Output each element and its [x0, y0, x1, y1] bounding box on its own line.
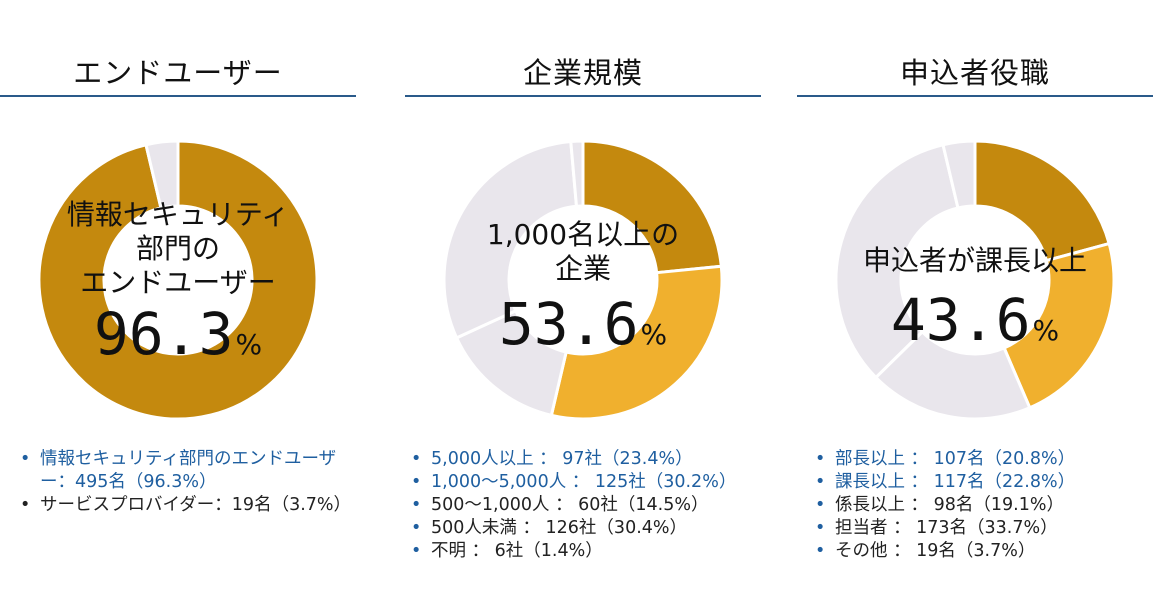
legend-item: 部長以上 ： 107名（20.8%）	[809, 448, 1149, 471]
title-divider	[405, 95, 761, 97]
legend-item: 5,000人以上 ： 97社（23.4%）	[405, 448, 761, 471]
legend-item: 不明 ： 6社（1.4%）	[405, 540, 761, 563]
donut-slice	[581, 139, 723, 275]
legend: 情報セキュリティ部門のエンドユーザー：495名（96.3%） サービスプロバイダ…	[14, 448, 351, 517]
donut-slice	[1002, 241, 1116, 410]
donut-slice	[37, 139, 319, 421]
title-divider	[797, 95, 1153, 97]
legend: 部長以上 ： 107名（20.8%） 課長以上 ： 117名（22.8%） 係長…	[809, 448, 1149, 563]
legend: 5,000人以上 ： 97社（23.4%） 1,000〜5,000人 ： 125…	[405, 448, 761, 563]
title-divider	[0, 95, 356, 97]
legend-item: 1,000〜5,000人 ： 125社（30.2%）	[405, 471, 761, 494]
legend-item: 500〜1,000人 ： 60社（14.5%）	[405, 494, 761, 517]
donut-slice	[144, 139, 180, 210]
donut-slice	[569, 139, 585, 208]
donut-slice	[442, 139, 579, 340]
panel-applicant-position: 申込者役職 申込者が課長以上 43.6% 部長以上 ： 107名（20.8%） …	[797, 0, 1153, 600]
legend-item: 課長以上 ： 117名（22.8%）	[809, 471, 1149, 494]
donut-slice	[549, 264, 724, 421]
donut-chart	[834, 139, 1116, 421]
donut-chart	[442, 139, 724, 421]
legend-item: 500人未満 ： 126社（30.4%）	[405, 517, 761, 540]
legend-item: 担当者 ： 173名（33.7%）	[809, 517, 1149, 540]
donut-chart	[37, 139, 319, 421]
donut-slice	[973, 139, 1111, 263]
legend-item: 情報セキュリティ部門のエンドユーザー：495名（96.3%）	[14, 448, 344, 494]
panel-title: 企業規模	[522, 56, 643, 90]
donut-slice	[834, 142, 960, 380]
panel-title: エンドユーザー	[73, 56, 283, 90]
legend-item: その他 ： 19名（3.7%）	[809, 540, 1149, 563]
donut-slice	[941, 139, 977, 210]
panel-end-user: エンドユーザー 情報セキュリティ 部門の エンドユーザー 96.3% 情報セキュ…	[0, 0, 356, 600]
panel-company-size: 企業規模 1,000名以上の 企業 53.6% 5,000人以上 ： 97社（2…	[405, 0, 761, 600]
panel-title: 申込者役職	[899, 56, 1050, 90]
legend-item: サービスプロバイダー：19名（3.7%）	[14, 494, 351, 517]
legend-item: 係長以上 ： 98名（19.1%）	[809, 494, 1149, 517]
